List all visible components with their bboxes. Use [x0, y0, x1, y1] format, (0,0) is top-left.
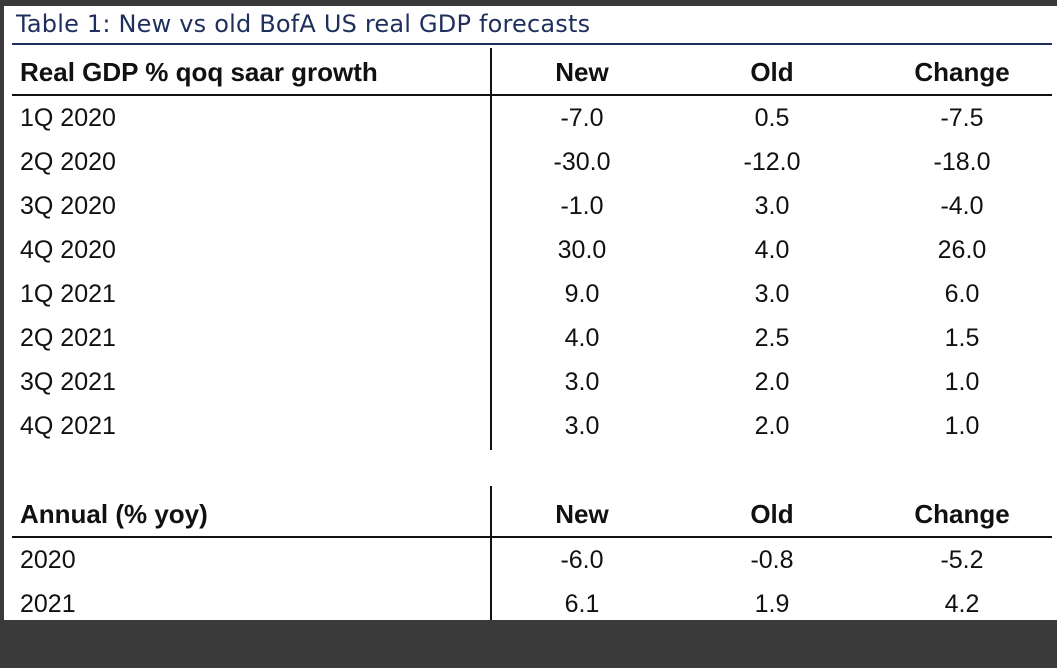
change-value: -7.5 [940, 103, 984, 132]
table-row: 3Q 2020 -1.0 3.0 -4.0 [12, 184, 1052, 228]
table-row: 3Q 2021 3.0 2.0 1.0 [12, 360, 1052, 404]
row-label: 2021 [20, 589, 76, 618]
header-old: Old [750, 498, 794, 529]
document-page: Table 1: New vs old BofA US real GDP for… [4, 6, 1057, 620]
row-label: 3Q 2020 [20, 191, 116, 220]
header-old: Old [750, 56, 794, 87]
title-underline [12, 43, 1052, 45]
change-value: -18.0 [933, 147, 991, 176]
new-value: -6.0 [560, 545, 604, 574]
table-row: 4Q 2020 30.0 4.0 26.0 [12, 228, 1052, 272]
change-value: 4.2 [944, 589, 980, 618]
change-value: 1.5 [944, 323, 980, 352]
new-value: -1.0 [560, 191, 604, 220]
old-value: 2.0 [754, 411, 790, 440]
row-label: 4Q 2020 [20, 235, 116, 264]
new-value: 9.0 [564, 279, 600, 308]
header-change: Change [914, 498, 1010, 529]
new-value: 30.0 [557, 235, 607, 264]
table-row: 2020 -6.0 -0.8 -5.2 [12, 538, 1052, 582]
table-row: 2Q 2021 4.0 2.5 1.5 [12, 316, 1052, 360]
row-label: 2Q 2020 [20, 147, 116, 176]
column-divider [490, 48, 492, 450]
change-value: -5.2 [940, 545, 984, 574]
row-label: 3Q 2021 [20, 367, 116, 396]
row-label: 1Q 2020 [20, 103, 116, 132]
row-label: 2Q 2021 [20, 323, 116, 352]
new-value: 3.0 [564, 411, 600, 440]
old-value: 2.5 [754, 323, 790, 352]
old-value: 3.0 [754, 191, 790, 220]
header-rule [12, 94, 1052, 96]
old-value: -0.8 [750, 545, 794, 574]
row-label: 2020 [20, 545, 76, 574]
new-value: -7.0 [560, 103, 604, 132]
table-title: Table 1: New vs old BofA US real GDP for… [16, 10, 591, 38]
annual-table: Annual (% yoy) New Old Change 2020 -6.0 … [12, 486, 1052, 620]
change-value: 1.0 [944, 411, 980, 440]
change-value: 26.0 [937, 235, 987, 264]
header-label: Real GDP % qoq saar growth [20, 56, 378, 87]
new-value: 4.0 [564, 323, 600, 352]
old-value: 0.5 [754, 103, 790, 132]
change-value: 6.0 [944, 279, 980, 308]
row-label: 4Q 2021 [20, 411, 116, 440]
column-divider [490, 486, 492, 620]
header-new: New [555, 56, 609, 87]
table-row: 4Q 2021 3.0 2.0 1.0 [12, 404, 1052, 448]
quarterly-table: Real GDP % qoq saar growth New Old Chang… [12, 48, 1052, 450]
table-row: 1Q 2021 9.0 3.0 6.0 [12, 272, 1052, 316]
old-value: 3.0 [754, 279, 790, 308]
old-value: 2.0 [754, 367, 790, 396]
old-value: -12.0 [743, 147, 801, 176]
header-new: New [555, 498, 609, 529]
new-value: -30.0 [553, 147, 611, 176]
table-row: 2Q 2020 -30.0 -12.0 -18.0 [12, 140, 1052, 184]
header-rule [12, 536, 1052, 538]
row-label: 1Q 2021 [20, 279, 116, 308]
table-row: 1Q 2020 -7.0 0.5 -7.5 [12, 96, 1052, 140]
table-header-row: Annual (% yoy) New Old Change [12, 490, 1052, 538]
change-value: -4.0 [940, 191, 984, 220]
table-header-row: Real GDP % qoq saar growth New Old Chang… [12, 48, 1052, 96]
header-change: Change [914, 56, 1010, 87]
header-label: Annual (% yoy) [20, 498, 208, 529]
table-row: 2021 6.1 1.9 4.2 [12, 582, 1052, 620]
new-value: 3.0 [564, 367, 600, 396]
old-value: 4.0 [754, 235, 790, 264]
new-value: 6.1 [564, 589, 600, 618]
change-value: 1.0 [944, 367, 980, 396]
old-value: 1.9 [754, 589, 790, 618]
